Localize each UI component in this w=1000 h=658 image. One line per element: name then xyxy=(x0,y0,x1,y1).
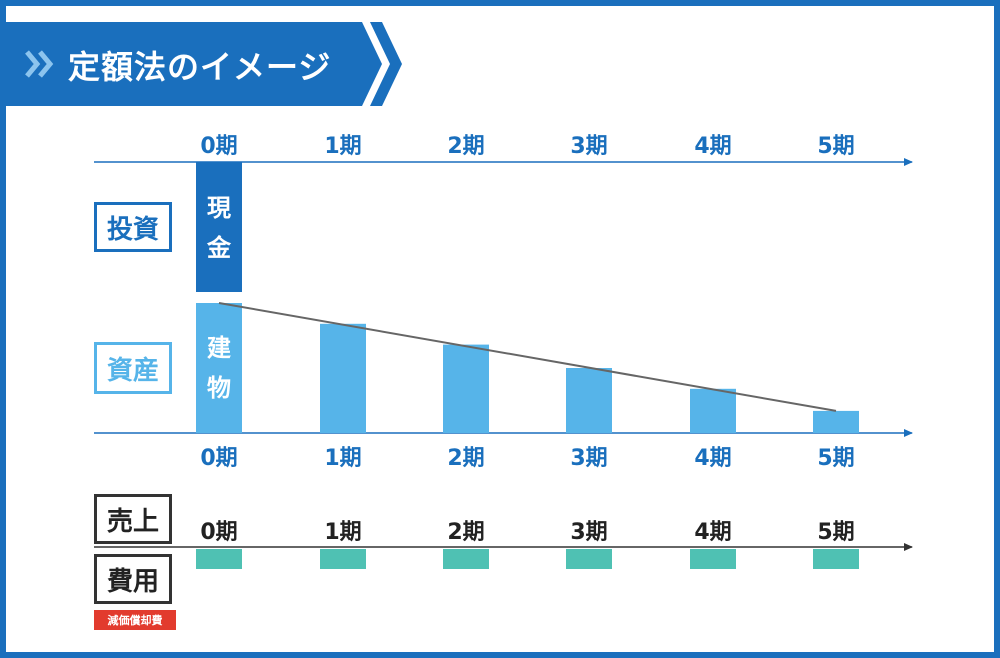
period-label-asset: 3期 xyxy=(570,446,608,471)
sales-label: 売上 xyxy=(94,494,172,544)
depreciation-cost-bar xyxy=(320,549,366,569)
asset-bar xyxy=(566,368,612,433)
depreciation-cost-bar xyxy=(196,549,242,569)
title-banner xyxy=(6,22,402,106)
page-title: 定額法のイメージ xyxy=(68,48,332,86)
asset-bar xyxy=(813,410,859,433)
cost-label: 費用 xyxy=(94,554,172,604)
period-label-cost: 1期 xyxy=(324,520,362,545)
period-label-cost: 2期 xyxy=(447,520,485,545)
depreciation-chart xyxy=(94,158,913,569)
cash-label-2: 金 xyxy=(207,234,231,262)
investment-label: 投資 xyxy=(94,202,172,252)
double-chevron-icon xyxy=(25,50,54,78)
building-label-1: 建 xyxy=(207,334,231,362)
depreciation-trend-line xyxy=(218,302,837,412)
depreciation-cost-bar xyxy=(813,549,859,569)
period-label-cost: 3期 xyxy=(570,520,608,545)
period-label-asset: 0期 xyxy=(200,446,238,471)
period-label-cost: 0期 xyxy=(200,520,238,545)
asset-label: 資産 xyxy=(94,342,172,394)
period-label-top: 2期 xyxy=(447,134,485,159)
asset-bar xyxy=(443,344,489,433)
building-label-2: 物 xyxy=(207,374,231,402)
cash-label-1: 現 xyxy=(207,194,231,222)
period-label-top: 0期 xyxy=(200,134,238,159)
depreciation-cost-bar xyxy=(690,549,736,569)
period-label-top: 5期 xyxy=(817,134,855,159)
asset-bar xyxy=(320,323,366,433)
period-label-top: 4期 xyxy=(694,134,732,159)
period-label-cost: 5期 xyxy=(817,520,855,545)
period-label-asset: 5期 xyxy=(817,446,855,471)
depreciation-tag: 減価償却費 xyxy=(94,610,176,630)
asset-bar xyxy=(196,303,242,433)
period-label-asset: 4期 xyxy=(694,446,732,471)
depreciation-cost-bar xyxy=(566,549,612,569)
period-label-asset: 2期 xyxy=(447,446,485,471)
asset-bar xyxy=(690,388,736,433)
period-label-cost: 4期 xyxy=(694,520,732,545)
period-label-top: 3期 xyxy=(570,134,608,159)
period-label-asset: 1期 xyxy=(324,446,362,471)
depreciation-cost-bar xyxy=(443,549,489,569)
period-label-top: 1期 xyxy=(324,134,362,159)
cash-bar xyxy=(196,162,242,292)
